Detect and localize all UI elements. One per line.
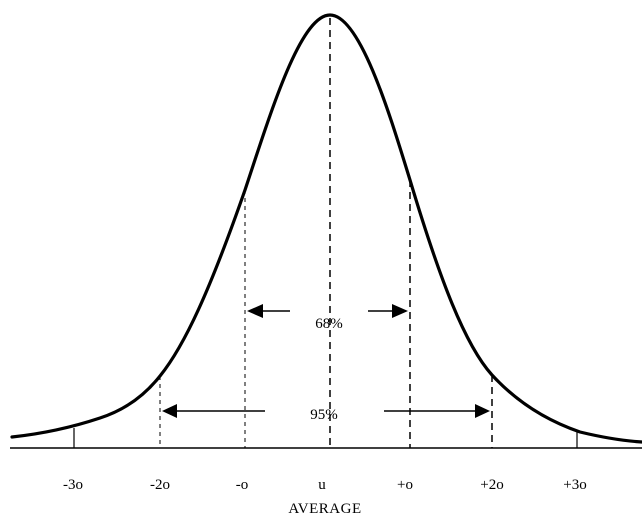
tick-label-plus-one-sigma: +o bbox=[397, 477, 413, 493]
arrow-head-left-68 bbox=[247, 304, 263, 318]
arrow-head-right-68 bbox=[392, 304, 408, 318]
two-sigma-percent-label: 95% bbox=[310, 407, 338, 423]
tick-label-minus-two-sigma: -2o bbox=[150, 477, 170, 493]
tick-label-plus-three-sigma: +3o bbox=[563, 477, 586, 493]
arrow-head-left-95 bbox=[162, 404, 177, 418]
tick-label-minus-one-sigma: -o bbox=[236, 477, 249, 493]
tick-label-minus-three-sigma: -3o bbox=[63, 477, 83, 493]
two-sigma-interval: 95% bbox=[162, 404, 490, 423]
arrow-head-right-95 bbox=[475, 404, 490, 418]
bell-curve bbox=[10, 13, 642, 444]
axis-title: AVERAGE bbox=[288, 501, 361, 517]
tick-label-mean: u bbox=[318, 477, 326, 493]
one-sigma-interval: 68% bbox=[247, 304, 408, 332]
one-sigma-percent-label: 68% bbox=[315, 316, 343, 332]
tick-label-plus-two-sigma: +2o bbox=[480, 477, 503, 493]
